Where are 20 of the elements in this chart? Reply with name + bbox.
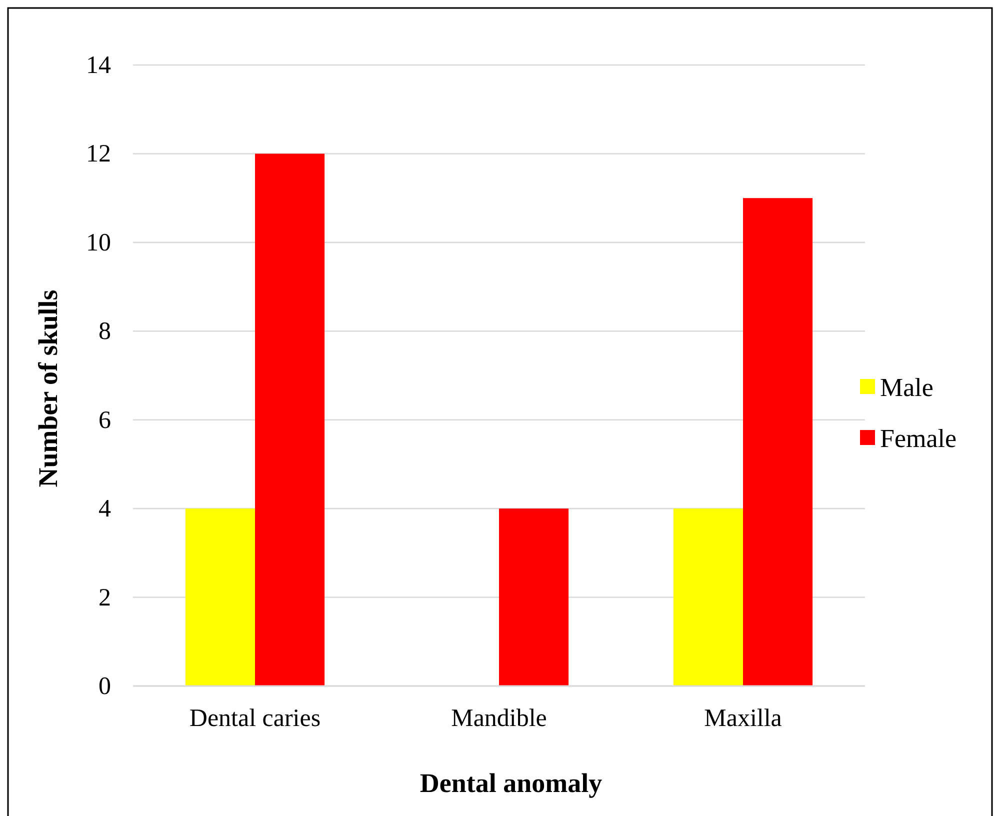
legend-label: Female <box>880 424 957 453</box>
y-tick-label: 4 <box>98 496 112 523</box>
x-tick-label: Dental caries <box>189 704 321 732</box>
x-axis-title: Dental anomaly <box>420 768 603 798</box>
y-tick-label: 14 <box>86 52 112 79</box>
x-tick-label: Mandible <box>451 704 547 732</box>
y-tick-label: 0 <box>98 673 111 700</box>
y-axis-title: Number of skulls <box>33 290 63 488</box>
bar <box>255 154 325 686</box>
y-tick-label: 6 <box>98 406 111 434</box>
y-tick-label: 2 <box>98 584 111 612</box>
legend-label: Male <box>880 373 934 402</box>
bar <box>673 508 743 686</box>
x-tick-label: Maxilla <box>704 704 782 732</box>
bar <box>499 508 569 686</box>
y-tick-label: 8 <box>98 318 111 346</box>
bar <box>743 198 813 686</box>
bar <box>185 508 255 686</box>
y-tick-label: 10 <box>86 229 111 256</box>
y-tick-label: 12 <box>86 140 111 168</box>
